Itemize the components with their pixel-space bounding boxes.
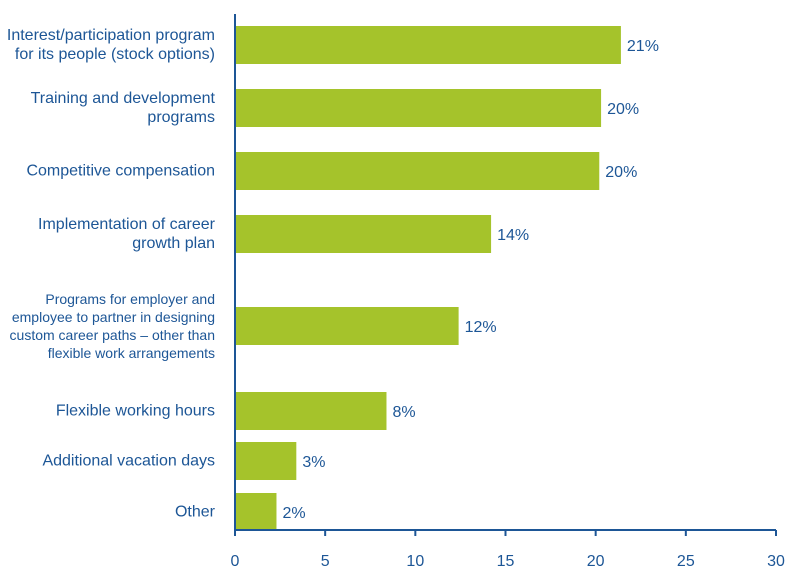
x-tick-label: 20 bbox=[587, 553, 605, 570]
bar bbox=[235, 392, 387, 430]
x-tick-label: 30 bbox=[767, 553, 785, 570]
bar bbox=[235, 89, 602, 127]
category-label: Competitive compensation bbox=[26, 162, 215, 180]
category-label: Programs for employer and employee to pa… bbox=[9, 291, 215, 361]
category-label: Interest/participation program for its p… bbox=[6, 27, 215, 63]
value-label: 12% bbox=[465, 319, 497, 336]
bar bbox=[235, 26, 621, 64]
value-label: 8% bbox=[392, 404, 415, 421]
x-tick-label: 0 bbox=[231, 553, 240, 570]
value-label: 21% bbox=[627, 38, 659, 55]
value-label: 3% bbox=[302, 454, 325, 471]
category-label: Flexible working hours bbox=[55, 402, 215, 420]
category-label: Additional vacation days bbox=[42, 452, 215, 470]
value-label: 14% bbox=[497, 227, 529, 244]
x-tick-label: 15 bbox=[497, 553, 515, 570]
bar bbox=[235, 493, 277, 531]
value-label: 2% bbox=[282, 505, 305, 522]
value-label: 20% bbox=[607, 101, 639, 118]
bar bbox=[235, 152, 600, 190]
category-label: Other bbox=[174, 503, 215, 521]
bar bbox=[235, 307, 459, 345]
x-tick-label: 25 bbox=[677, 553, 695, 570]
x-tick-label: 10 bbox=[406, 553, 424, 570]
category-label: Training and development programs bbox=[30, 90, 215, 126]
value-label: 20% bbox=[605, 164, 637, 181]
x-tick-label: 5 bbox=[321, 553, 330, 570]
bar bbox=[235, 215, 492, 253]
bar bbox=[235, 442, 297, 480]
category-label: Implementation of career growth plan bbox=[38, 216, 215, 252]
